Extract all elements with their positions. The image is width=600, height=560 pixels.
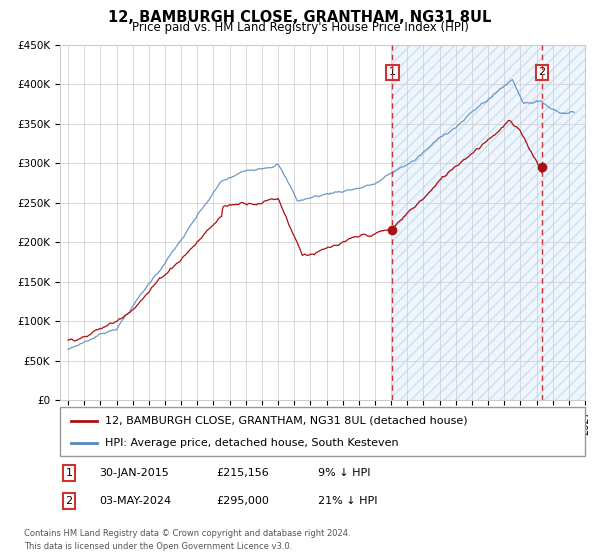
- Text: 12, BAMBURGH CLOSE, GRANTHAM, NG31 8UL (detached house): 12, BAMBURGH CLOSE, GRANTHAM, NG31 8UL (…: [104, 416, 467, 426]
- Text: 9% ↓ HPI: 9% ↓ HPI: [318, 468, 371, 478]
- Text: 1: 1: [389, 67, 396, 77]
- Text: £295,000: £295,000: [216, 496, 269, 506]
- Text: 03-MAY-2024: 03-MAY-2024: [99, 496, 171, 506]
- Text: 12, BAMBURGH CLOSE, GRANTHAM, NG31 8UL: 12, BAMBURGH CLOSE, GRANTHAM, NG31 8UL: [109, 10, 491, 25]
- Bar: [392, 45, 585, 400]
- Text: 2: 2: [538, 67, 545, 77]
- FancyBboxPatch shape: [60, 407, 585, 456]
- Text: This data is licensed under the Open Government Licence v3.0.: This data is licensed under the Open Gov…: [24, 542, 292, 550]
- Text: 1: 1: [65, 468, 73, 478]
- Text: 21% ↓ HPI: 21% ↓ HPI: [318, 496, 377, 506]
- Bar: [392, 45, 585, 400]
- Text: HPI: Average price, detached house, South Kesteven: HPI: Average price, detached house, Sout…: [104, 437, 398, 447]
- Text: £215,156: £215,156: [216, 468, 269, 478]
- Text: 2: 2: [65, 496, 73, 506]
- Text: 30-JAN-2015: 30-JAN-2015: [99, 468, 169, 478]
- Text: Price paid vs. HM Land Registry's House Price Index (HPI): Price paid vs. HM Land Registry's House …: [131, 21, 469, 34]
- Text: Contains HM Land Registry data © Crown copyright and database right 2024.: Contains HM Land Registry data © Crown c…: [24, 529, 350, 538]
